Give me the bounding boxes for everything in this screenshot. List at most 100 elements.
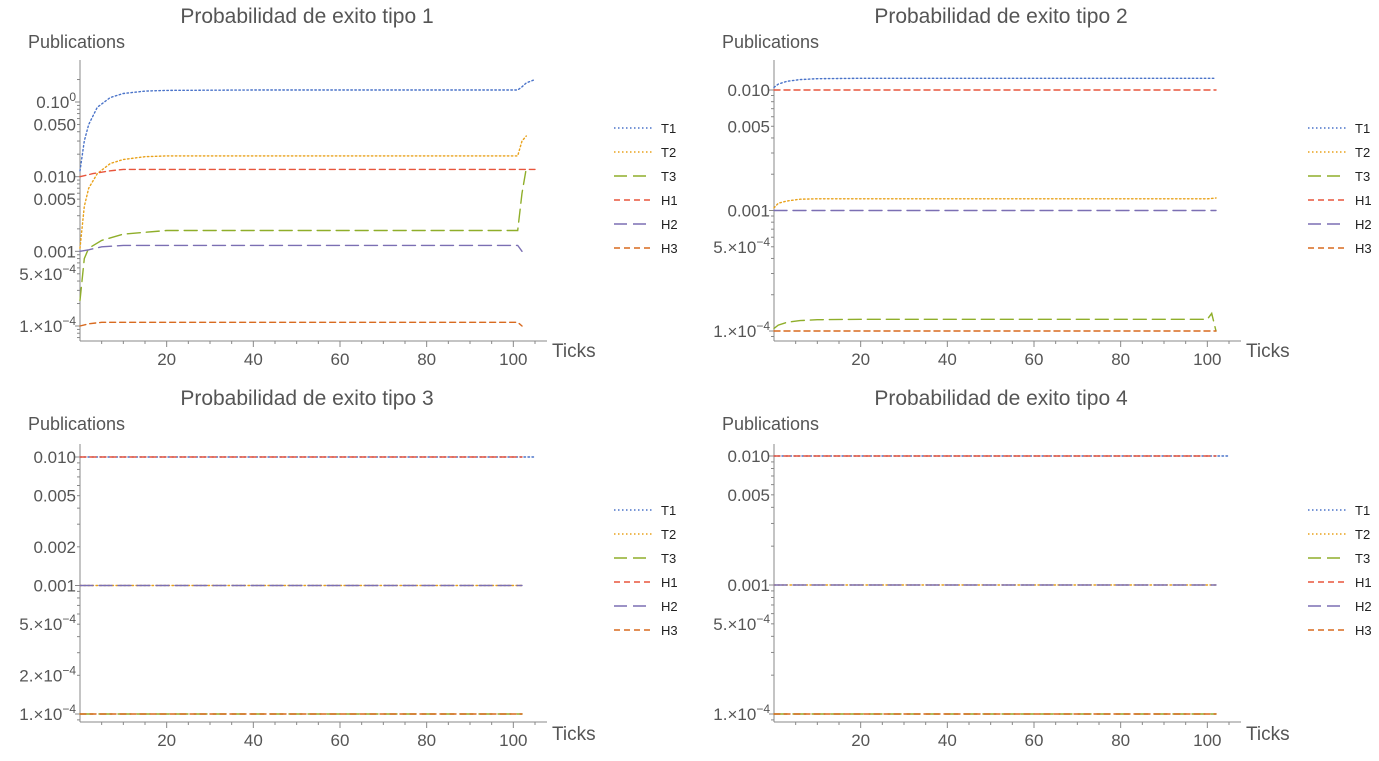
legend: T1 T2 T3 H1 H2 H3 <box>614 503 678 638</box>
x-tick-label: 60 <box>331 350 350 369</box>
y-tick-label: 0.010 <box>727 447 770 466</box>
x-tick-label: 20 <box>851 350 870 369</box>
y-tick-label: 0.010 <box>33 448 76 467</box>
x-tick-label: 60 <box>331 731 350 750</box>
y-tick-label: 0.001 <box>33 577 76 596</box>
y-tick-label: 5.×10−4 <box>19 612 76 634</box>
legend-label: T3 <box>661 169 676 184</box>
x-axis-label: Ticks <box>1246 341 1290 362</box>
y-tick-label: 0.050 <box>33 115 76 134</box>
y-tick-label: 0.005 <box>727 117 770 136</box>
y-tick-label: 0.002 <box>33 538 76 557</box>
x-axis-label: Ticks <box>552 724 596 745</box>
legend-label: H1 <box>661 193 678 208</box>
y-tick-label: 1.×10−4 <box>713 319 770 341</box>
y-tick-label: 0.001 <box>727 202 770 221</box>
legend-label: H1 <box>1355 575 1372 590</box>
chart-panel-1: Probabilidad de exito tipo 1 Publication… <box>28 5 596 362</box>
series-line-t1 <box>773 77 1217 89</box>
legend-label: H1 <box>1355 193 1372 208</box>
x-tick-label: 40 <box>244 731 263 750</box>
legend-label: T3 <box>1355 551 1370 566</box>
y-tick-label: 0.010 <box>727 81 770 100</box>
legend-label: T2 <box>661 145 676 160</box>
chart-panel-3: Probabilidad de exito tipo 3 Publication… <box>28 387 596 745</box>
x-tick-label: 60 <box>1025 731 1044 750</box>
legend-label: H3 <box>1355 623 1372 638</box>
x-tick-label: 40 <box>244 350 263 369</box>
y-tick-label: 5.×10−4 <box>713 235 770 257</box>
plot-area-3: 20 40 60 80 100 0.010 0.005 0.002 0.001 5.×10−4 2.… <box>19 444 678 750</box>
x-tick-label: 20 <box>157 350 176 369</box>
legend-label: T2 <box>661 527 676 542</box>
series-line-t1 <box>79 78 536 172</box>
legend-label: H2 <box>661 599 678 614</box>
y-axis-label: Publications <box>722 414 819 434</box>
x-tick-label: 80 <box>1111 731 1130 750</box>
x-tick-label: 100 <box>1193 350 1221 369</box>
x-tick-label: 20 <box>157 731 176 750</box>
x-tick-label: 80 <box>417 731 436 750</box>
y-axis-label: Publications <box>28 414 125 434</box>
plot-area-1: 20 40 60 80 100 0.100 0.050 0.010 0.005 0.0015.×1… <box>19 60 678 369</box>
legend: T1 T2 T3 H1 H2 H3 <box>1308 121 1372 256</box>
y-tick-label: 1.×10−4 <box>19 314 76 336</box>
x-tick-label: 20 <box>851 731 870 750</box>
y-tick-label: 0.005 <box>33 487 76 506</box>
legend: T1 T2 T3 H1 H2 H3 <box>1308 503 1372 638</box>
chart-title: Probabilidad de exito tipo 2 <box>874 5 1127 28</box>
legend-label: H3 <box>661 241 678 256</box>
y-tick-label: 5.×10−4 <box>713 612 770 634</box>
series-line-t2 <box>773 197 1217 209</box>
legend-label: T1 <box>1355 121 1370 136</box>
x-tick-label: 60 <box>1025 350 1044 369</box>
legend-label: H3 <box>1355 241 1372 256</box>
x-axis-label: Ticks <box>1246 724 1290 745</box>
legend: T1 T2 T3 H1 H2 H3 <box>614 121 678 256</box>
x-tick-label: 40 <box>938 350 957 369</box>
plot-area-4: 20 40 60 80 100 0.010 0.005 0.001 5.×10−4 1.×10−4… <box>713 444 1372 750</box>
series-line-h1 <box>79 168 536 178</box>
legend-label: T3 <box>661 551 676 566</box>
x-tick-label: 80 <box>1111 350 1130 369</box>
x-tick-label: 80 <box>417 350 436 369</box>
plot-area-2: 20 40 60 80 100 0.010 0.005 0.001 5.×10−4 1.×10−4… <box>713 60 1372 369</box>
y-tick-label: 0.100 <box>36 90 76 112</box>
x-tick-label: 40 <box>938 731 957 750</box>
y-tick-label: 0.001 <box>33 242 76 261</box>
y-axis-label: Publications <box>28 32 125 52</box>
y-tick-label: 0.001 <box>727 576 770 595</box>
series-line-t2 <box>79 135 527 249</box>
x-axis-label: Ticks <box>552 341 596 362</box>
y-tick-label: 2.×10−4 <box>19 663 76 685</box>
y-tick-label: 0.005 <box>33 190 76 209</box>
series-line-t3 <box>773 311 1217 332</box>
chart-title: Probabilidad de exito tipo 4 <box>874 387 1128 410</box>
chart-title: Probabilidad de exito tipo 3 <box>180 387 433 410</box>
chart-panel-2: Probabilidad de exito tipo 2 Publication… <box>722 5 1290 362</box>
y-tick-label: 0.005 <box>727 486 770 505</box>
legend-label: T2 <box>1355 145 1370 160</box>
series-line-h3 <box>79 321 523 327</box>
chart-title: Probabilidad de exito tipo 1 <box>180 5 433 28</box>
series-line-h2 <box>79 244 523 253</box>
legend-label: H2 <box>661 217 678 232</box>
y-tick-label: 1.×10−4 <box>713 702 770 724</box>
legend-label: H3 <box>661 623 678 638</box>
legend-label: H2 <box>1355 217 1372 232</box>
y-tick-label: 0.010 <box>33 168 76 187</box>
legend-label: T1 <box>661 121 676 136</box>
legend-label: T3 <box>1355 169 1370 184</box>
y-axis-label: Publications <box>722 32 819 52</box>
legend-label: T1 <box>1355 503 1370 518</box>
x-tick-label: 100 <box>499 731 527 750</box>
chart-panel-4: Probabilidad de exito tipo 4 Publication… <box>722 387 1290 745</box>
x-tick-label: 100 <box>1193 731 1221 750</box>
x-tick-label: 100 <box>499 350 527 369</box>
legend-label: T1 <box>661 503 676 518</box>
series-line-t3 <box>79 167 527 302</box>
legend-label: H2 <box>1355 599 1372 614</box>
y-tick-label: 5.×10−4 <box>19 262 76 284</box>
y-tick-label: 1.×10−4 <box>19 702 76 724</box>
